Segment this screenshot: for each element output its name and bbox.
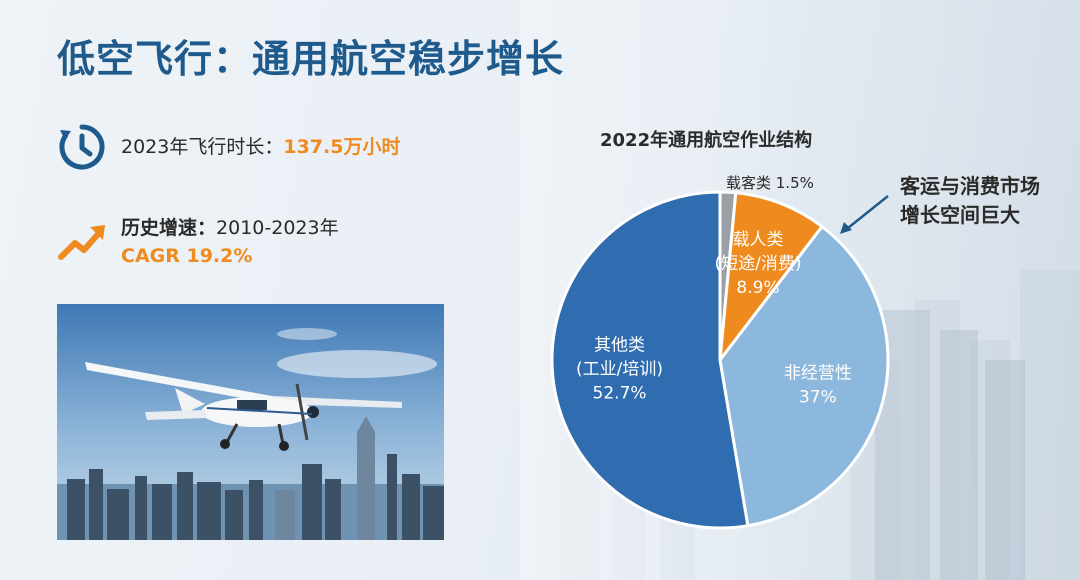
slice-non-commercial: [718, 224, 890, 528]
page-title: 低空飞行：通用航空稳步增长: [57, 37, 565, 81]
flight-hours-stat: 2023年飞行时长：137.5万小时: [57, 122, 400, 172]
slice-3-label: 其他类: [594, 335, 645, 355]
slice-3-sublabel: (工业/培训): [576, 359, 663, 379]
annotation-arrow-line: [847, 195, 889, 229]
growth-label: 历史增速：: [121, 217, 217, 239]
slice-2-label: 非经营性: [784, 363, 852, 383]
clock-icon: [59, 124, 105, 170]
growth-value: CAGR 19.2%: [121, 245, 253, 267]
annotation-line-1: 客运与消费市场: [900, 174, 1040, 198]
slice-2-value: 37%: [799, 387, 837, 407]
flight-hours-label: 2023年飞行时长：: [121, 136, 284, 158]
annotation-line-2: 增长空间巨大: [900, 203, 1020, 227]
flight-hours-value: 137.5万小时: [283, 136, 401, 158]
slice-other-industrial: [550, 190, 750, 530]
slice-1-label: 载人类: [733, 230, 784, 250]
slice-manned-short-haul: [718, 191, 825, 366]
slice-1-value: 8.9%: [736, 278, 779, 298]
airplane-photo: [57, 304, 444, 540]
market-annotation: 客运与消费市场 增长空间巨大: [900, 172, 1040, 230]
label-passenger-transport: 载客类 1.5%: [726, 174, 814, 192]
growth-period: 2010-2023年: [216, 217, 339, 239]
trend-up-arrow-icon: [58, 225, 105, 260]
annotation-arrowhead: [840, 222, 852, 234]
slice-1-sublabel: (短途/消费): [715, 254, 802, 274]
slice-3-value: 52.7%: [593, 383, 647, 403]
growth-stat: 历史增速：2010-2023年 CAGR 19.2%: [57, 214, 339, 270]
chart-title: 2022年通用航空作业结构: [600, 130, 813, 151]
